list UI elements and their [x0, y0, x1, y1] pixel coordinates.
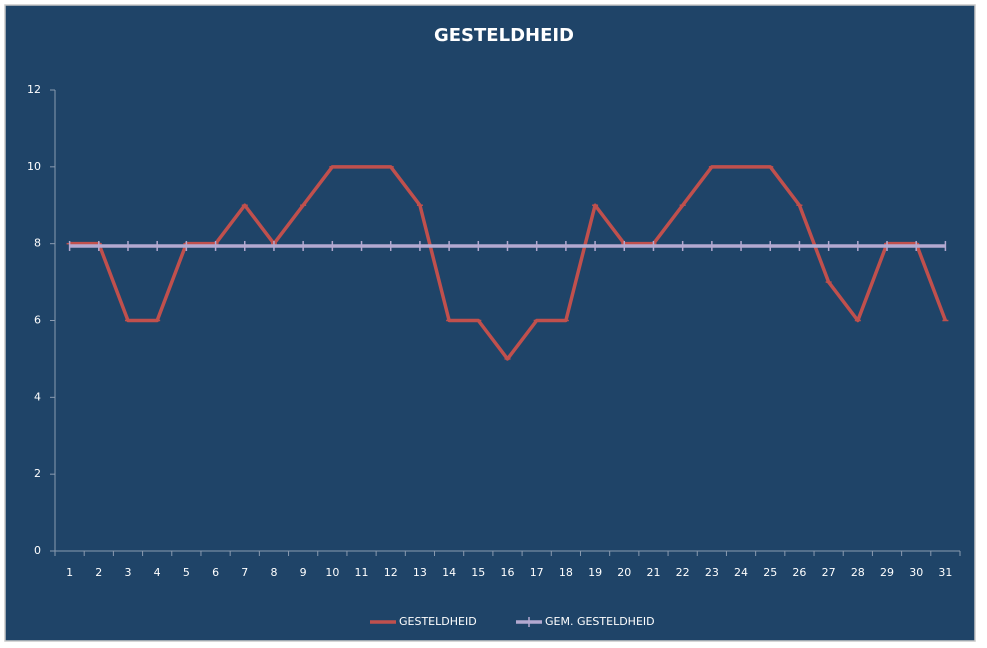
x-tick-label: 12: [384, 566, 398, 579]
x-tick-label: 9: [300, 566, 307, 579]
legend-label: GEM. GESTELDHEID: [545, 615, 655, 628]
y-tick-label: 6: [34, 314, 41, 327]
x-tick-label: 20: [617, 566, 631, 579]
x-tick-label: 19: [588, 566, 602, 579]
x-tick-label: 21: [646, 566, 660, 579]
x-tick-label: 23: [705, 566, 719, 579]
x-tick-label: 29: [880, 566, 894, 579]
x-tick-label: 11: [355, 566, 369, 579]
y-tick-label: 10: [27, 160, 41, 173]
x-tick-label: 1: [66, 566, 73, 579]
x-tick-label: 16: [501, 566, 515, 579]
x-tick-label: 10: [325, 566, 339, 579]
y-tick-label: 2: [34, 467, 41, 480]
y-tick-label: 8: [34, 237, 41, 250]
legend-label: GESTELDHEID: [399, 615, 477, 628]
x-tick-label: 18: [559, 566, 573, 579]
x-tick-label: 24: [734, 566, 748, 579]
x-tick-label: 15: [471, 566, 485, 579]
x-tick-label: 17: [530, 566, 544, 579]
x-tick-label: 31: [938, 566, 952, 579]
x-tick-label: 27: [822, 566, 836, 579]
x-tick-label: 4: [154, 566, 161, 579]
x-tick-label: 30: [909, 566, 923, 579]
x-tick-label: 5: [183, 566, 190, 579]
x-tick-label: 2: [95, 566, 102, 579]
y-tick-label: 12: [27, 83, 41, 96]
x-tick-label: 6: [212, 566, 219, 579]
chart-title: GESTELDHEID: [434, 25, 574, 46]
x-tick-label: 8: [270, 566, 277, 579]
x-tick-label: 13: [413, 566, 427, 579]
y-tick-label: 4: [34, 390, 41, 403]
x-tick-label: 14: [442, 566, 456, 579]
x-tick-label: 28: [851, 566, 865, 579]
x-tick-label: 3: [124, 566, 131, 579]
y-tick-label: 0: [34, 544, 41, 557]
x-tick-label: 25: [763, 566, 777, 579]
x-tick-label: 22: [676, 566, 690, 579]
x-tick-label: 7: [241, 566, 248, 579]
chart-background: [4, 4, 976, 642]
x-tick-label: 26: [792, 566, 806, 579]
